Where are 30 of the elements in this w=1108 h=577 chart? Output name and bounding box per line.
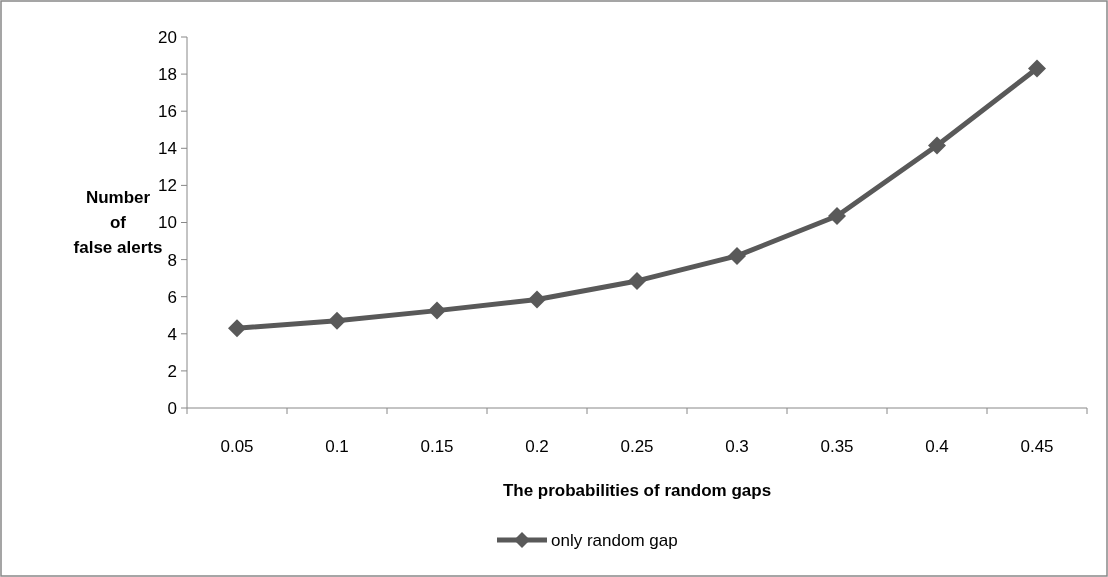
point [628, 271, 646, 290]
point [328, 311, 346, 330]
y-tick-label: 4 [167, 324, 177, 344]
x-tick-label: 0.4 [925, 437, 949, 456]
x-tick-label: 0.15 [420, 437, 454, 456]
y-tick-label: 20 [158, 27, 177, 47]
point [428, 301, 446, 320]
x-tick-label: 0.2 [525, 437, 549, 456]
y-tick-label: 8 [167, 250, 177, 270]
point [828, 207, 846, 226]
x-tick-label: 0.1 [325, 437, 349, 456]
x-tick-label: 0.35 [820, 437, 854, 456]
point [1028, 59, 1046, 78]
x-tick-label: 0.45 [1020, 437, 1054, 456]
point [528, 290, 546, 309]
y-tick-label: 16 [158, 102, 177, 122]
point [228, 319, 246, 338]
y-tick-label: 0 [167, 398, 177, 418]
legend-label: only random gap [551, 530, 678, 550]
point [928, 136, 946, 155]
point [728, 246, 746, 265]
y-tick-label: 2 [167, 361, 177, 381]
y-tick-label: 6 [167, 287, 177, 307]
x-tick-label: 0.05 [220, 437, 254, 456]
x-tick-label: 0.25 [620, 437, 654, 456]
x-axis-title: The probabilities of random gaps [502, 481, 772, 500]
y-tick-label: 18 [158, 65, 177, 85]
y-tick-label: 14 [158, 139, 177, 159]
x-tick-label: 0.3 [725, 437, 749, 456]
y-tick-label: 12 [158, 176, 177, 196]
